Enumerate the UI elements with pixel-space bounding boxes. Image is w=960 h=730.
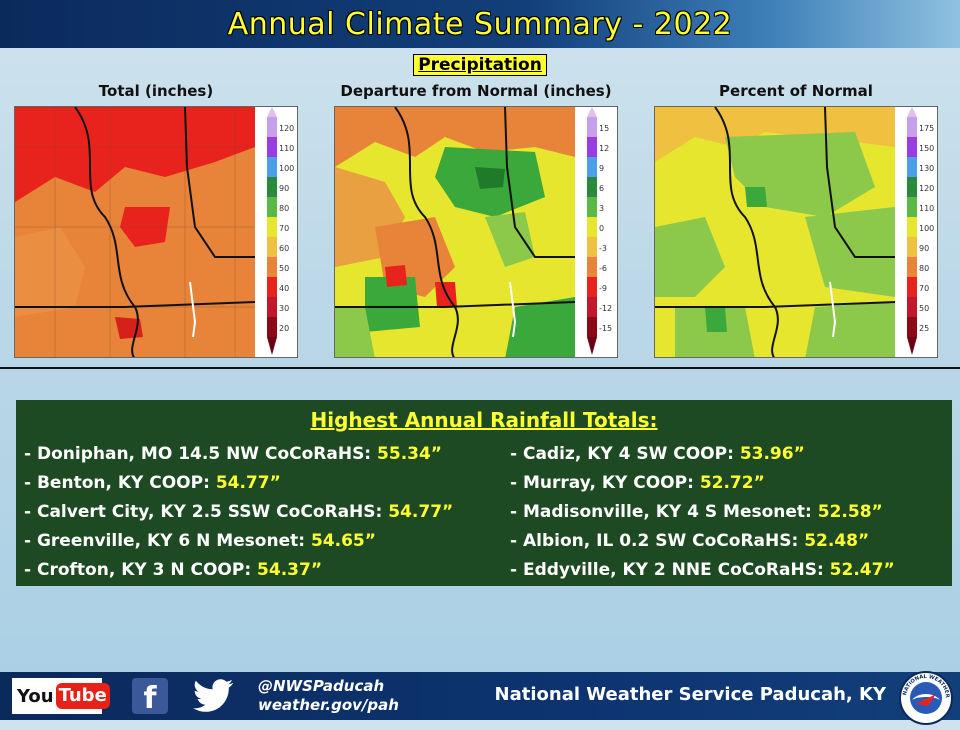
- map-departure-precip: [334, 106, 618, 358]
- scale-tick-label: 50: [919, 304, 930, 313]
- scale-tick-label: 6: [599, 184, 605, 193]
- scale-tick-label: 120: [919, 184, 935, 193]
- rainfall-entry: - Cadiz, KY 4 SW COOP: 53.96”: [510, 444, 805, 464]
- map-title-departure: Departure from Normal (inches): [340, 82, 612, 100]
- scale-tick-label: 70: [279, 224, 290, 233]
- scale-tick-label: 70: [919, 284, 930, 293]
- scale-tick-label: 25: [919, 324, 930, 333]
- website-link[interactable]: weather.gov/pah: [258, 696, 399, 714]
- scale-tick-label: 40: [279, 284, 290, 293]
- social-handles: @NWSPaducah weather.gov/pah: [258, 677, 399, 715]
- map-title-total: Total (inches): [98, 82, 214, 100]
- scale-tick-label: 12: [599, 144, 610, 153]
- rainfall-entry: - Murray, KY COOP: 52.72”: [510, 473, 765, 493]
- twitter-icon[interactable]: [192, 676, 236, 720]
- youtube-icon[interactable]: You Tube: [12, 678, 110, 714]
- scale-tick-label: -12: [599, 304, 613, 313]
- scale-tick-label: 100: [919, 224, 935, 233]
- scale-tick-label: 0: [599, 224, 605, 233]
- scale-tick-label: -9: [599, 284, 607, 293]
- scale-tick-label: 100: [279, 164, 295, 173]
- rainfall-entry: - Calvert City, KY 2.5 SSW CoCoRaHS: 54.…: [24, 502, 454, 522]
- scale-tick-label: 150: [919, 144, 935, 153]
- rainfall-entry: - Albion, IL 0.2 SW CoCoRaHS: 52.48”: [510, 531, 870, 551]
- twitter-handle[interactable]: @NWSPaducah: [258, 677, 385, 695]
- scale-tick-label: 80: [279, 204, 290, 213]
- scale-tick-label: 3: [599, 204, 605, 213]
- scale-tick-label: 90: [279, 184, 290, 193]
- nws-logo: NATIONAL WEATHER SERVICE: [896, 666, 954, 730]
- rainfall-entry: - Madisonville, KY 4 S Mesonet: 52.58”: [510, 502, 883, 522]
- scale-tick-label: 20: [279, 324, 290, 333]
- scale-tick-label: 60: [279, 244, 290, 253]
- rainfall-totals-box: Highest Annual Rainfall Totals: - Doniph…: [16, 400, 952, 586]
- scale-tick-label: -15: [599, 324, 613, 333]
- scale-tick-label: 120: [279, 124, 295, 133]
- rainfall-entry: - Benton, KY COOP: 54.77”: [24, 473, 281, 493]
- rainfall-title: Highest Annual Rainfall Totals:: [310, 408, 658, 432]
- header-bar: Annual Climate Summary - 2022: [0, 0, 960, 48]
- scale-tick-label: 175: [919, 124, 935, 133]
- map-title-percent: Percent of Normal: [719, 82, 873, 100]
- rainfall-left-column: - Doniphan, MO 14.5 NW CoCoRaHS: 55.34” …: [24, 440, 453, 585]
- scale-tick-label: 30: [279, 304, 290, 313]
- rainfall-entry: - Doniphan, MO 14.5 NW CoCoRaHS: 55.34”: [24, 444, 442, 464]
- office-name: National Weather Service Paducah, KY: [494, 684, 886, 705]
- scale-tick-label: 90: [919, 244, 930, 253]
- scale-tick-label: 9: [599, 164, 605, 173]
- page-title: Annual Climate Summary - 2022: [227, 6, 733, 42]
- rainfall-entry: - Crofton, KY 3 N COOP: 54.37”: [24, 560, 322, 580]
- rainfall-right-column: - Cadiz, KY 4 SW COOP: 53.96” - Murray, …: [510, 440, 895, 585]
- precipitation-label: Precipitation: [413, 54, 547, 76]
- scale-tick-label: 80: [919, 264, 930, 273]
- section-divider: [0, 367, 960, 369]
- scale-tick-label: 50: [279, 264, 290, 273]
- map-percent-normal: [654, 106, 938, 358]
- footer-bar: You Tube f @NWSPaducah weather.gov/pah Na…: [0, 666, 960, 725]
- scale-tick-label: 130: [919, 164, 935, 173]
- scale-tick-label: -3: [599, 244, 607, 253]
- scale-tick-label: 110: [919, 204, 935, 213]
- rainfall-entry: - Eddyville, KY 2 NNE CoCoRaHS: 52.47”: [510, 560, 895, 580]
- rainfall-entry: - Greenville, KY 6 N Mesonet: 54.65”: [24, 531, 376, 551]
- scale-tick-label: 110: [279, 144, 295, 153]
- scale-tick-label: -6: [599, 264, 607, 273]
- scale-tick-label: 15: [599, 124, 610, 133]
- map-total-precip: [14, 106, 298, 358]
- facebook-icon[interactable]: f: [132, 678, 168, 714]
- section-label: Precipitation: [0, 54, 960, 76]
